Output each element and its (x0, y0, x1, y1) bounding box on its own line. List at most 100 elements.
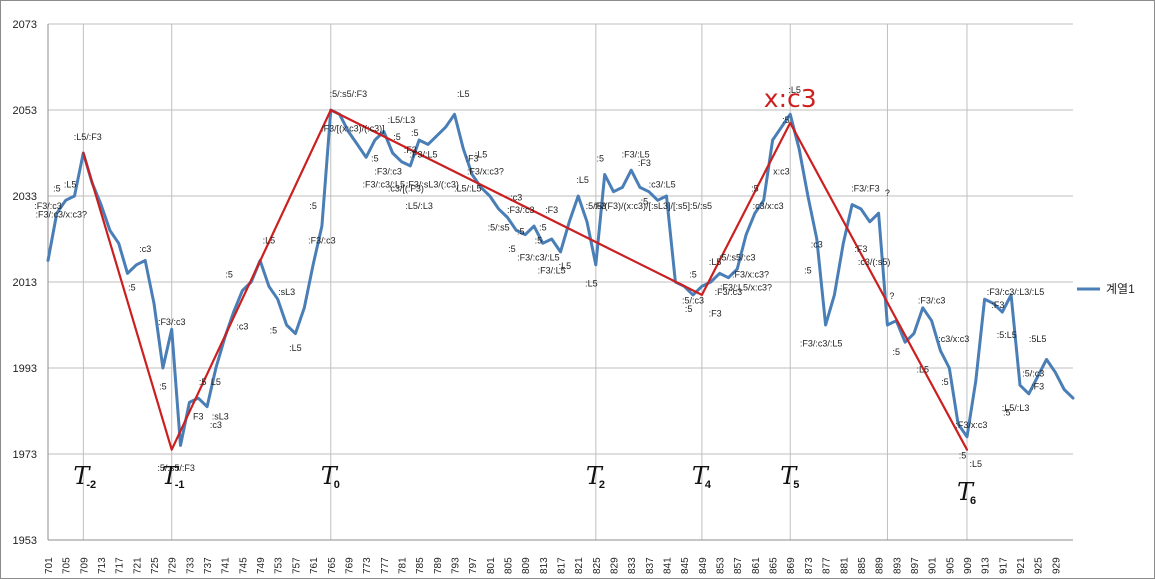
x-tick-label: 701 (44, 557, 55, 574)
vertical-gridlines (82, 24, 968, 540)
annotation-label: :5 (225, 270, 233, 280)
annotation-label: :c3/x:c3 (938, 334, 969, 344)
annotation-label: :c3/:L5 (649, 179, 676, 189)
x-tick-label: 849 (698, 557, 709, 574)
annotation-label: :F3/:c3/:L5 (800, 339, 843, 349)
annotation-label: :5 (641, 197, 649, 207)
x-tick-label: 905 (945, 557, 956, 574)
x-tick-label: 837 (645, 557, 656, 574)
x-axis-tick-labels: 701 705 709 713 717 721 725 729 733 737 741 745 749 7… (44, 557, 1062, 574)
annotation-label: :5 (1003, 407, 1011, 417)
x-tick-label: 781 (397, 557, 408, 574)
phase-label-T: T (957, 478, 975, 506)
annotation-label: ? (885, 188, 890, 198)
x-tick-label: 729 (168, 557, 179, 574)
annotation-label: :F3/:c3/:L5 (363, 179, 406, 189)
x-tick-label: 841 (663, 557, 674, 574)
annotation-label: :5L5 (1029, 334, 1047, 344)
legend-label: 계열1 (1106, 282, 1135, 296)
annotation-label: :5/:s5/:c3 (719, 253, 756, 263)
x-tick-label: 757 (291, 557, 302, 574)
annotation-label: :5 (393, 132, 401, 142)
annotation-label: :L5/:L5 (454, 184, 482, 194)
annotation-label: :F3/:c3 (507, 205, 535, 215)
x-tick-label: 761 (309, 557, 320, 574)
x-tick-label: 773 (362, 557, 373, 574)
annotation-label: :5 (941, 377, 949, 387)
annotation-label: :L5 (64, 179, 77, 189)
phase-label-subscript: -1 (175, 479, 185, 491)
annotation-label: :5 (128, 283, 136, 293)
annotation-label: :c3 (236, 321, 248, 331)
x-tick-label: 813 (539, 557, 550, 574)
annotation-label: :5 (539, 222, 547, 232)
annotation-label: :c3 (139, 244, 151, 254)
annotation-label: :5/:s5/:F3 (157, 463, 195, 473)
annotation-label: :c3/(:s5) (858, 257, 891, 267)
x-tick-label: 805 (503, 557, 514, 574)
point-annotations: :L5/:F3:5:L5:F3/:c3:F3/:c3/x:c3?:c3:5:F3… (34, 85, 1046, 473)
x-tick-label: 885 (857, 557, 868, 574)
annotation-label: :F3/:L5 (622, 149, 650, 159)
annotation-label: :5 (270, 326, 278, 336)
phase-label-T: T (73, 462, 91, 490)
annotation-label: ? (889, 291, 894, 301)
annotation-label: :c3 (510, 192, 522, 202)
annotation-label: :F3 (638, 158, 651, 168)
plot-frame (47, 24, 1073, 541)
y-tick-label: 2013 (13, 277, 37, 289)
x-tick-label: 833 (627, 557, 638, 574)
x-tick-label: 913 (981, 557, 992, 574)
y-tick-label: 2053 (13, 105, 37, 117)
annotation-label: :L5 (475, 149, 488, 159)
x-tick-label: 873 (804, 557, 815, 574)
annotation-label: :c3 (210, 420, 222, 430)
annotation-label: :F3/:L5/x:c3? (720, 283, 772, 293)
annotation-label: :F3 (545, 205, 558, 215)
annotation-label: :5:L5 (997, 330, 1017, 340)
annotation-label: :5 (782, 115, 790, 125)
annotation-label: :c3/x:c3 (753, 201, 784, 211)
x-tick-label: 869 (786, 557, 797, 574)
annotation-label: :L5 (917, 364, 930, 374)
series-line-main (46, 108, 1075, 447)
x-tick-label: 821 (574, 557, 585, 574)
x-tick-label: 857 (733, 557, 744, 574)
x-tick-label: 921 (1016, 557, 1027, 574)
phase-label-T: T (780, 462, 798, 490)
annotation-label: :F3/[(x:c3)/(:c3)] (321, 124, 385, 134)
phase-label-subscript: 6 (970, 495, 976, 507)
annotation-label: :L5 (263, 235, 276, 245)
phase-label-subscript: 2 (599, 479, 605, 491)
annotation-label: :5/:c3 (682, 296, 704, 306)
phase-labels: T-2 T-1 T0 T2 T4 T5 T6 (73, 462, 976, 507)
annotation-label: :L5 (289, 343, 302, 353)
phase-label-subscript: 4 (705, 479, 712, 491)
annotation-label: :c3 (811, 240, 823, 250)
annotation-label: :5 (508, 244, 516, 254)
annotation-label: L5 (211, 377, 221, 387)
y-axis-tick-labels: 1953 1973 1993 2013 2033 2053 2073 (13, 19, 37, 547)
annotation-label: :5 (159, 382, 167, 392)
annotation-label: :F3/:c3/:L3/:L5 (987, 287, 1045, 297)
phase-label-T: T (692, 462, 710, 490)
x-tick-label: 917 (998, 557, 1009, 574)
x-tick-label: 853 (716, 557, 727, 574)
phase-label-subscript: -2 (86, 479, 96, 491)
x-tick-label: 929 (1051, 557, 1062, 574)
annotation-label: :L5 (788, 85, 801, 95)
annotation-label: :F3/:c3/x:c3? (35, 210, 87, 220)
annotation-label: :5 (535, 235, 543, 245)
x-tick-label: 909 (963, 557, 974, 574)
annotation-label: :F3/x:c3 (955, 420, 987, 430)
annotation-label: :5 (804, 265, 812, 275)
annotation-label: :F3 (854, 244, 867, 254)
x-tick-label: 745 (238, 557, 249, 574)
annotation-label: :L5/:L3 (1002, 403, 1030, 413)
x-tick-label: 893 (892, 557, 903, 574)
annotation-label: :5 (689, 270, 697, 280)
x-tick-label: 889 (875, 557, 886, 574)
annotation-label: :5 (959, 450, 967, 460)
y-tick-label: 2033 (13, 191, 37, 203)
